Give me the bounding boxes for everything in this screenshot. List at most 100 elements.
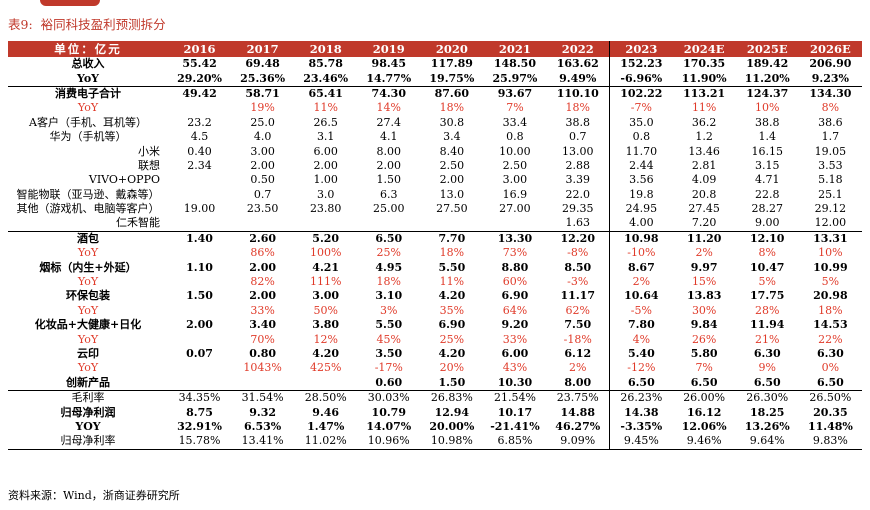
table-row: 仁禾智能 1.63 4.00 7.20 9.00 12.00 bbox=[8, 216, 862, 232]
row-label: VIVO+OPPO bbox=[88, 173, 160, 187]
table-cell: 170.35 bbox=[683, 57, 726, 71]
profit-forecast-table: 单位：亿元 2016 2017 2018 2019 2020 2021 2022… bbox=[8, 41, 862, 450]
table-cell: 8% bbox=[821, 101, 840, 115]
table-cell: 2% bbox=[695, 246, 713, 260]
table-cell: 5.50 bbox=[375, 318, 403, 332]
table-cell: 2.00 bbox=[313, 158, 338, 172]
table-cell: 11.48% bbox=[807, 419, 853, 433]
table-cell: 4.0 bbox=[253, 130, 272, 144]
table-cell: 32.91% bbox=[177, 419, 222, 433]
table-cell: 50% bbox=[313, 303, 338, 317]
table-cell: 19.8 bbox=[609, 187, 673, 202]
table-cell: 110.10 bbox=[546, 85, 610, 102]
table-cell bbox=[168, 173, 231, 187]
table-cell: 28.27 bbox=[751, 202, 783, 216]
table-cell bbox=[168, 188, 231, 202]
table-cell: 0.7 bbox=[569, 130, 587, 144]
table-cell: 6.50 bbox=[816, 375, 844, 389]
header-unit-label: 单位：亿元 bbox=[8, 41, 168, 57]
table-cell: 23.50 bbox=[246, 202, 279, 216]
table-cell: 6.90 bbox=[438, 318, 466, 332]
table-cell: 2.44 bbox=[609, 158, 673, 174]
table-cell: 20.98 bbox=[813, 289, 848, 303]
table-body: 总收入 55.42 69.48 85.78 98.45 117.89 148.50 163.6… bbox=[8, 57, 862, 450]
table-cell: 5.50 bbox=[438, 260, 466, 274]
table-cell: 10.00 bbox=[499, 144, 531, 158]
table-cell: 3% bbox=[380, 303, 398, 317]
table-cell: 6.50 bbox=[609, 375, 673, 391]
table-cell: 14.38 bbox=[609, 405, 673, 420]
table-cell: 14.07% bbox=[366, 419, 412, 433]
table-cell: 4.21 bbox=[312, 260, 340, 274]
table-cell: 12.06% bbox=[681, 419, 727, 433]
table-cell: 58.71 bbox=[231, 85, 295, 102]
table-row: 总收入 55.42 69.48 85.78 98.45 117.89 148.50 163.6… bbox=[8, 57, 862, 72]
table-cell: 2.60 bbox=[231, 230, 295, 247]
table-cell: 25% bbox=[376, 246, 401, 260]
table-cell: 5.40 bbox=[609, 346, 673, 362]
table-cell: 18% bbox=[818, 303, 843, 317]
table-cell: 8.40 bbox=[439, 144, 465, 158]
table-cell: 25.97% bbox=[492, 71, 538, 85]
table-cell: 8.00 bbox=[376, 144, 402, 158]
table-cell: 2.81 bbox=[691, 158, 717, 172]
table-cell: 9.46 bbox=[312, 405, 340, 419]
table-cell: 93.67 bbox=[483, 85, 547, 102]
table-cell: 43% bbox=[502, 361, 528, 375]
table-cell: 70% bbox=[250, 332, 275, 346]
table-cell: 26.50% bbox=[798, 389, 862, 406]
table-cell bbox=[168, 101, 231, 115]
table-cell: 152.23 bbox=[609, 57, 673, 72]
table-cell: 3.40 bbox=[249, 318, 277, 332]
table-cell: 23.80 bbox=[309, 202, 342, 216]
table-cell bbox=[420, 216, 483, 231]
table-cell: -18% bbox=[563, 332, 592, 346]
table-row: YoY 19% 11% 14% 18% 7% 18% -7% 11% 10% 8% bbox=[8, 101, 862, 116]
table-cell: 27.4 bbox=[376, 115, 402, 129]
table-cell bbox=[168, 216, 231, 231]
table-cell: 29.35 bbox=[562, 202, 594, 216]
table-row: 化妆品+大健康+日化 2.00 3.40 3.80 5.50 6.90 9.20 7.50 7.… bbox=[8, 318, 862, 333]
table-cell: 65.41 bbox=[294, 85, 358, 102]
table-cell: 20.35 bbox=[813, 405, 848, 419]
table-cell: 10.17 bbox=[497, 405, 533, 419]
table-cell: 23.2 bbox=[187, 115, 212, 129]
table-cell bbox=[168, 246, 231, 260]
table-cell: 98.45 bbox=[371, 57, 406, 71]
table-cell: 30.03% bbox=[357, 389, 421, 406]
table-cell: 3.53 bbox=[818, 158, 843, 172]
table-cell: 5.80 bbox=[690, 347, 718, 360]
table-cell: 6.50 bbox=[357, 230, 421, 247]
table-cell: 26.00% bbox=[672, 389, 736, 406]
table-cell: 1.47% bbox=[307, 419, 345, 433]
table-cell: 21.54% bbox=[483, 389, 547, 406]
table-cell: 2.00 bbox=[249, 289, 277, 303]
table-cell: 111% bbox=[309, 275, 342, 289]
table-cell: 21% bbox=[755, 332, 780, 346]
header-year: 2025E bbox=[735, 41, 799, 57]
table-cell: 10.96% bbox=[357, 434, 421, 450]
table-cell: 10.79 bbox=[371, 405, 406, 419]
table-cell: 100% bbox=[309, 246, 342, 260]
table-cell: 33.4 bbox=[502, 115, 528, 129]
row-label: 归母净利润 bbox=[60, 405, 116, 419]
table-cell: 2.00 bbox=[250, 158, 275, 172]
table-cell: 0% bbox=[821, 361, 840, 375]
table-cell: 5% bbox=[758, 275, 776, 289]
header-year: 2026E bbox=[798, 41, 862, 57]
table-cell: 27.45 bbox=[688, 202, 720, 216]
table-cell: -5% bbox=[609, 303, 673, 319]
table-cell: -8% bbox=[567, 246, 589, 260]
table-cell: 206.90 bbox=[809, 57, 852, 71]
table-cell: 163.62 bbox=[556, 57, 599, 71]
table-cell: 4.95 bbox=[375, 260, 403, 274]
table-cell: 11.02% bbox=[294, 434, 358, 450]
table-cell: 4.1 bbox=[380, 130, 398, 144]
table-cell: 6.30 bbox=[816, 347, 844, 360]
table-cell: 20.00% bbox=[429, 419, 475, 433]
caption-title: 裕同科技盈利预测拆分 bbox=[40, 17, 166, 32]
row-label: 创新产品 bbox=[66, 375, 110, 389]
table-cell: 6.50 bbox=[753, 375, 781, 389]
table-cell: 2.50 bbox=[439, 158, 465, 172]
table-cell: 87.60 bbox=[420, 85, 484, 102]
